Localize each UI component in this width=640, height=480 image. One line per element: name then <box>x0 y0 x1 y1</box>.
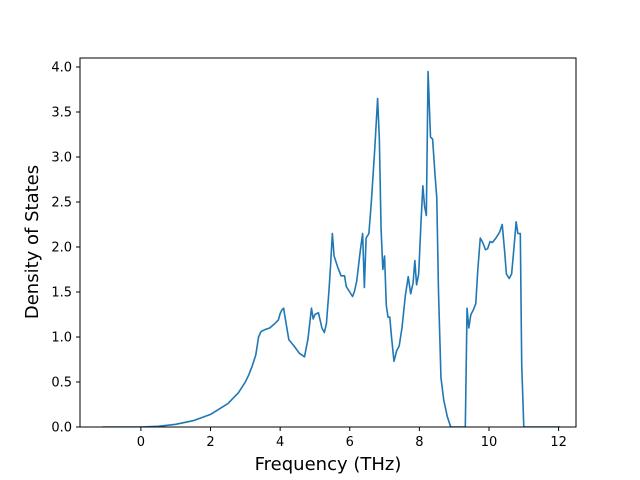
y-tick-label: 2.0 <box>51 241 72 256</box>
y-tick-label: 3.5 <box>51 106 72 121</box>
y-axis-label: Density of States <box>22 165 43 319</box>
x-tick-label: 0 <box>137 435 145 450</box>
x-ticks: 0 2 4 6 8 10 12 <box>137 427 567 450</box>
y-tick-label: 3.0 <box>51 151 72 166</box>
y-tick-label: 0.0 <box>51 421 72 436</box>
y-tick-label: 1.0 <box>51 331 72 346</box>
x-tick-label: 8 <box>415 435 423 450</box>
axes-frame <box>79 57 577 428</box>
plot-area <box>79 57 577 428</box>
y-tick-label: 2.5 <box>51 196 72 211</box>
x-tick-label: 10 <box>481 435 498 450</box>
x-axis-label: Frequency (THz) <box>255 454 402 475</box>
y-ticks: 0.0 0.5 1.0 1.5 2.0 2.5 3.0 3.5 4.0 <box>51 61 80 436</box>
x-tick-label: 6 <box>346 435 354 450</box>
dos-series-line <box>102 70 561 427</box>
y-tick-label: 1.5 <box>51 286 72 301</box>
x-tick-label: 12 <box>550 435 567 450</box>
y-tick-label: 4.0 <box>51 61 72 76</box>
x-tick-label: 4 <box>276 435 284 450</box>
y-tick-label: 0.5 <box>51 376 72 391</box>
x-tick-label: 2 <box>206 435 214 450</box>
